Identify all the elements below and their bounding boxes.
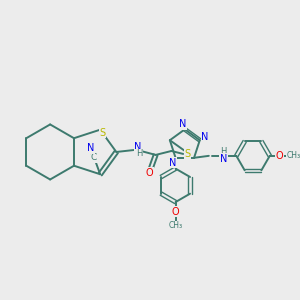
Text: O: O	[146, 168, 154, 178]
Text: H: H	[220, 147, 227, 156]
Text: O: O	[276, 151, 283, 161]
Text: H: H	[136, 149, 142, 158]
Text: N: N	[220, 154, 227, 164]
Text: O: O	[172, 207, 179, 217]
Text: N: N	[179, 119, 187, 129]
Text: S: S	[99, 128, 105, 138]
Text: N: N	[201, 132, 208, 142]
Text: N: N	[87, 143, 94, 153]
Text: CH₃: CH₃	[286, 151, 300, 160]
Text: C: C	[91, 153, 97, 162]
Text: N: N	[169, 158, 176, 168]
Text: CH₃: CH₃	[169, 221, 183, 230]
Text: S: S	[184, 149, 190, 159]
Text: N: N	[134, 142, 142, 152]
